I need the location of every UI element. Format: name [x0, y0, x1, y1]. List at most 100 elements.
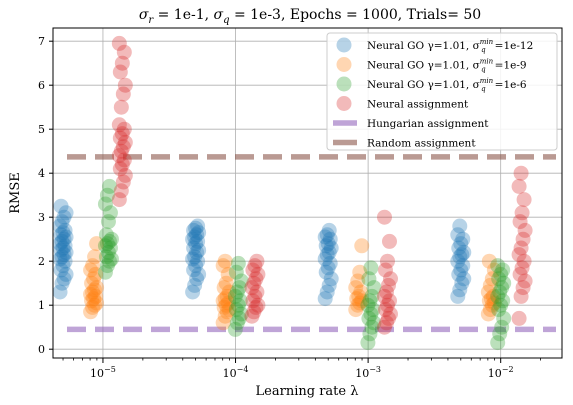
data-point [380, 277, 396, 293]
data-point [185, 251, 201, 267]
data-point [348, 280, 364, 296]
data-point [85, 299, 101, 315]
y-tick-label: 5 [38, 123, 45, 136]
data-point [452, 249, 468, 265]
data-point [247, 258, 263, 274]
data-point [103, 231, 119, 247]
data-point [511, 247, 527, 263]
data-point [84, 275, 100, 291]
data-point [189, 271, 205, 287]
data-point [187, 277, 203, 293]
data-point [233, 273, 249, 289]
data-point [231, 310, 247, 326]
data-point [190, 253, 206, 269]
data-point [85, 258, 101, 274]
data-point [54, 214, 70, 230]
data-point [365, 302, 381, 318]
data-point [117, 77, 133, 93]
data-point [98, 227, 114, 243]
data-point [455, 231, 471, 247]
chart-title: σr = 1e-1, σq = 1e-3, Epochs = 1000, Tri… [139, 7, 481, 26]
data-point [496, 310, 512, 326]
y-tick-label: 6 [38, 79, 45, 92]
data-point [86, 271, 102, 287]
data-point [228, 302, 244, 318]
data-point [88, 266, 104, 282]
data-point [378, 284, 394, 300]
data-point [451, 266, 467, 282]
data-points [52, 35, 533, 351]
data-point [350, 297, 366, 313]
data-point [318, 238, 334, 254]
y-tick-label: 0 [38, 343, 45, 356]
data-point [456, 271, 472, 287]
data-point [319, 284, 335, 300]
data-point [218, 297, 234, 313]
legend-label: Hungarian assignment [367, 118, 489, 130]
data-point [111, 117, 127, 133]
data-point [517, 222, 533, 238]
data-point [55, 240, 71, 256]
data-point [511, 178, 527, 194]
data-point [496, 275, 512, 291]
data-point [366, 280, 382, 296]
data-point [97, 264, 113, 280]
data-point [377, 302, 393, 318]
data-point [57, 222, 73, 238]
data-point [57, 238, 73, 254]
data-point [87, 249, 103, 265]
data-point [219, 288, 235, 304]
data-point [89, 295, 105, 311]
data-point [495, 262, 511, 278]
data-point [380, 310, 396, 326]
data-point [483, 291, 499, 307]
data-point [480, 284, 496, 300]
data-point [494, 280, 510, 296]
data-point [513, 165, 529, 181]
data-point [379, 297, 395, 313]
data-point [87, 282, 103, 298]
data-point [58, 266, 74, 282]
y-tick-label: 7 [38, 35, 45, 48]
y-tick-label: 4 [38, 167, 45, 180]
x-tick-label: 10−3 [355, 365, 381, 380]
data-point [229, 315, 245, 331]
data-point [320, 236, 336, 252]
data-point [116, 44, 132, 60]
data-point [100, 214, 116, 230]
data-point [514, 205, 530, 221]
data-point [323, 240, 339, 256]
data-point [102, 205, 118, 221]
data-point [493, 266, 509, 282]
x-tick-label: 10−4 [223, 365, 249, 380]
data-point [248, 299, 264, 315]
data-point [97, 238, 113, 254]
data-point [55, 258, 71, 274]
data-point [186, 262, 202, 278]
data-point [190, 233, 206, 249]
data-point [317, 291, 333, 307]
data-point [88, 288, 104, 304]
data-point [248, 271, 264, 287]
data-point [115, 139, 131, 155]
data-point [53, 242, 69, 258]
data-point [117, 134, 133, 150]
data-point [363, 260, 379, 276]
data-point [89, 280, 105, 296]
data-point [113, 99, 129, 115]
data-point [188, 236, 204, 252]
data-point [230, 255, 246, 271]
legend-label: Neural GO γ=1.01, σmin q =1e-6 [367, 77, 527, 93]
data-point [56, 209, 72, 225]
data-point [517, 273, 533, 289]
data-point [112, 64, 128, 80]
data-point [244, 308, 260, 324]
data-point [55, 225, 71, 241]
data-point [321, 244, 337, 260]
y-tick-label: 1 [38, 299, 45, 312]
data-point [86, 291, 102, 307]
data-point [191, 225, 207, 241]
data-point [227, 288, 243, 304]
data-point [245, 262, 261, 278]
data-point [215, 293, 231, 309]
